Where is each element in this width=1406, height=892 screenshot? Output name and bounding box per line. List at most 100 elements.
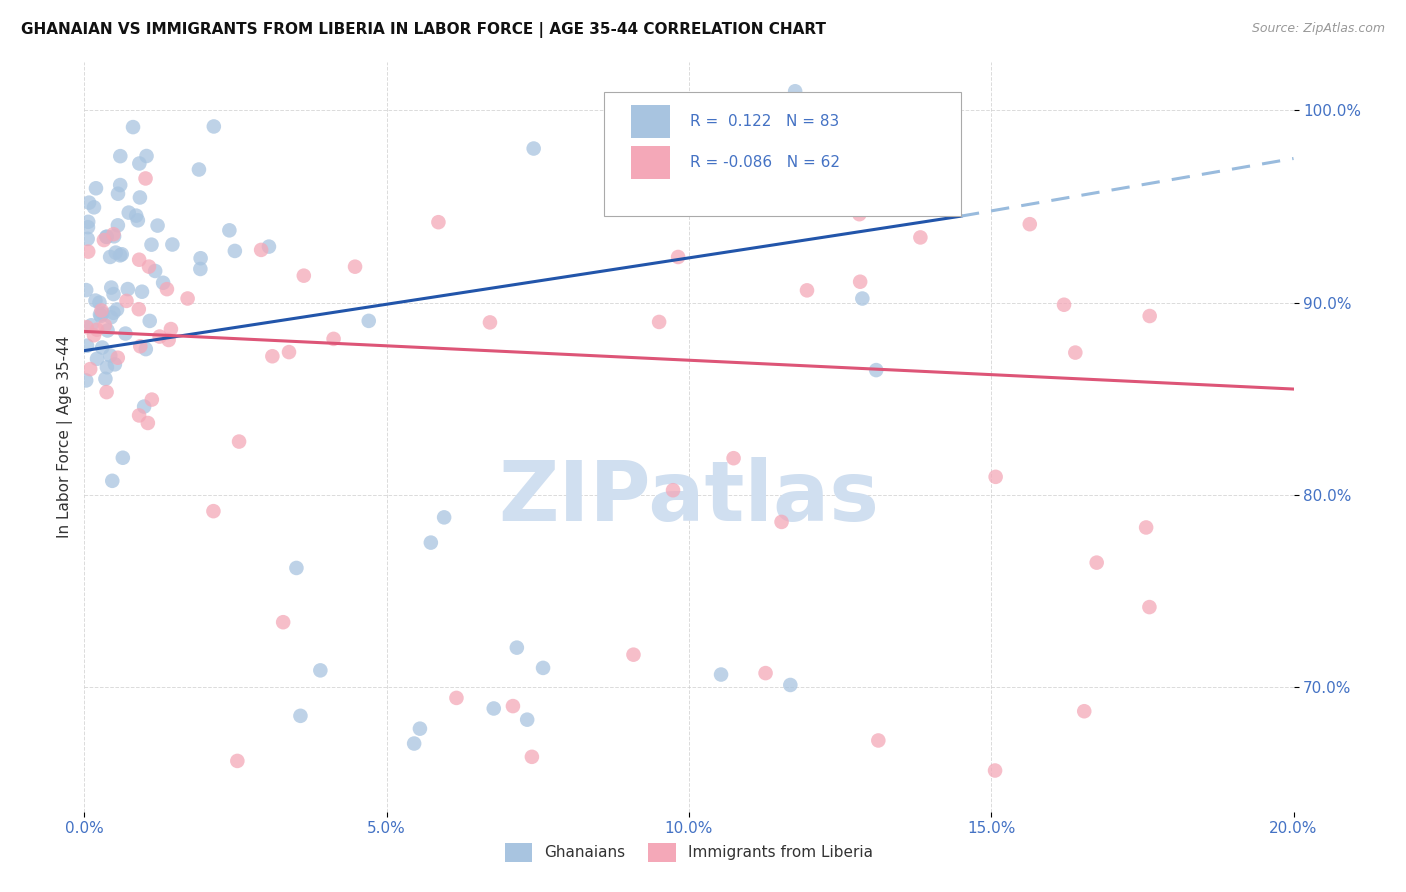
Point — [77, 195, 100, 210]
Point — [96, 230, 118, 244]
Point — [290, 708, 312, 723]
Point — [77, 244, 100, 259]
Point — [309, 664, 332, 678]
Point — [134, 400, 156, 414]
Point — [226, 754, 249, 768]
Point — [648, 315, 671, 329]
Point — [257, 239, 280, 253]
Text: R = -0.086   N = 62: R = -0.086 N = 62 — [690, 155, 841, 170]
Point — [86, 351, 108, 366]
Point — [984, 470, 1007, 484]
Point — [176, 292, 198, 306]
Point — [108, 178, 131, 192]
Point — [152, 276, 174, 290]
Point — [868, 733, 890, 747]
Text: Source: ZipAtlas.com: Source: ZipAtlas.com — [1251, 22, 1385, 36]
Point — [190, 252, 212, 266]
Point — [91, 341, 114, 355]
Point — [98, 250, 121, 264]
Text: R =  0.122   N = 83: R = 0.122 N = 83 — [690, 114, 839, 129]
Point — [96, 229, 118, 244]
Point — [96, 324, 118, 338]
Point — [531, 661, 554, 675]
Point — [80, 318, 103, 333]
Point — [128, 252, 150, 267]
Point — [107, 351, 129, 365]
Point — [136, 416, 159, 430]
Point — [446, 690, 468, 705]
Point — [433, 510, 456, 524]
Point — [125, 209, 148, 223]
Point — [138, 314, 160, 328]
Point — [141, 237, 163, 252]
FancyBboxPatch shape — [631, 146, 669, 179]
Point — [101, 474, 124, 488]
Point — [135, 149, 157, 163]
Point — [75, 283, 97, 297]
Point — [84, 293, 107, 308]
Point — [103, 306, 125, 320]
Point — [779, 678, 801, 692]
Point — [357, 314, 380, 328]
Point — [520, 749, 543, 764]
Point — [76, 232, 98, 246]
Point — [409, 722, 432, 736]
Point — [76, 320, 98, 334]
Point — [122, 120, 145, 134]
Point — [623, 648, 645, 662]
Text: GHANAIAN VS IMMIGRANTS FROM LIBERIA IN LABOR FORCE | AGE 35-44 CORRELATION CHART: GHANAIAN VS IMMIGRANTS FROM LIBERIA IN L… — [21, 22, 827, 38]
Point — [754, 666, 776, 681]
Point — [278, 345, 301, 359]
Point — [91, 307, 114, 321]
Point — [344, 260, 367, 274]
Point — [796, 284, 818, 298]
Point — [115, 293, 138, 308]
Point — [93, 233, 115, 247]
Point — [77, 220, 100, 235]
Point — [110, 149, 132, 163]
Point — [100, 280, 122, 294]
Point — [1018, 217, 1040, 231]
Point — [107, 219, 129, 233]
Point — [77, 215, 100, 229]
Point — [187, 162, 209, 177]
Point — [129, 190, 152, 204]
Point — [83, 200, 105, 214]
Point — [322, 332, 344, 346]
Y-axis label: In Labor Force | Age 35-44: In Labor Force | Age 35-44 — [58, 336, 73, 538]
Point — [89, 308, 111, 322]
Point — [90, 309, 112, 323]
Point — [1064, 345, 1087, 359]
Point — [103, 227, 125, 242]
Point — [271, 615, 294, 630]
Point — [1085, 556, 1108, 570]
Point — [117, 282, 139, 296]
Legend: Ghanaians, Immigrants from Liberia: Ghanaians, Immigrants from Liberia — [499, 837, 879, 868]
Point — [114, 326, 136, 341]
Point — [228, 434, 250, 449]
Point — [86, 323, 108, 337]
Point — [218, 223, 240, 237]
Point — [149, 329, 172, 343]
Point — [90, 303, 112, 318]
Point — [138, 260, 160, 274]
Point — [127, 213, 149, 227]
Point — [157, 333, 180, 347]
Point — [94, 372, 117, 386]
Point — [1053, 298, 1076, 312]
Point — [75, 373, 97, 387]
Point — [108, 248, 131, 262]
Point — [96, 360, 118, 375]
Point — [292, 268, 315, 283]
Point — [1073, 704, 1095, 718]
Point — [224, 244, 246, 258]
FancyBboxPatch shape — [631, 105, 669, 138]
Point — [104, 357, 127, 371]
Point — [104, 245, 127, 260]
Point — [427, 215, 450, 229]
Point — [107, 186, 129, 201]
Point — [506, 640, 529, 655]
Point — [202, 504, 225, 518]
Point — [96, 385, 118, 400]
Point — [785, 84, 807, 98]
